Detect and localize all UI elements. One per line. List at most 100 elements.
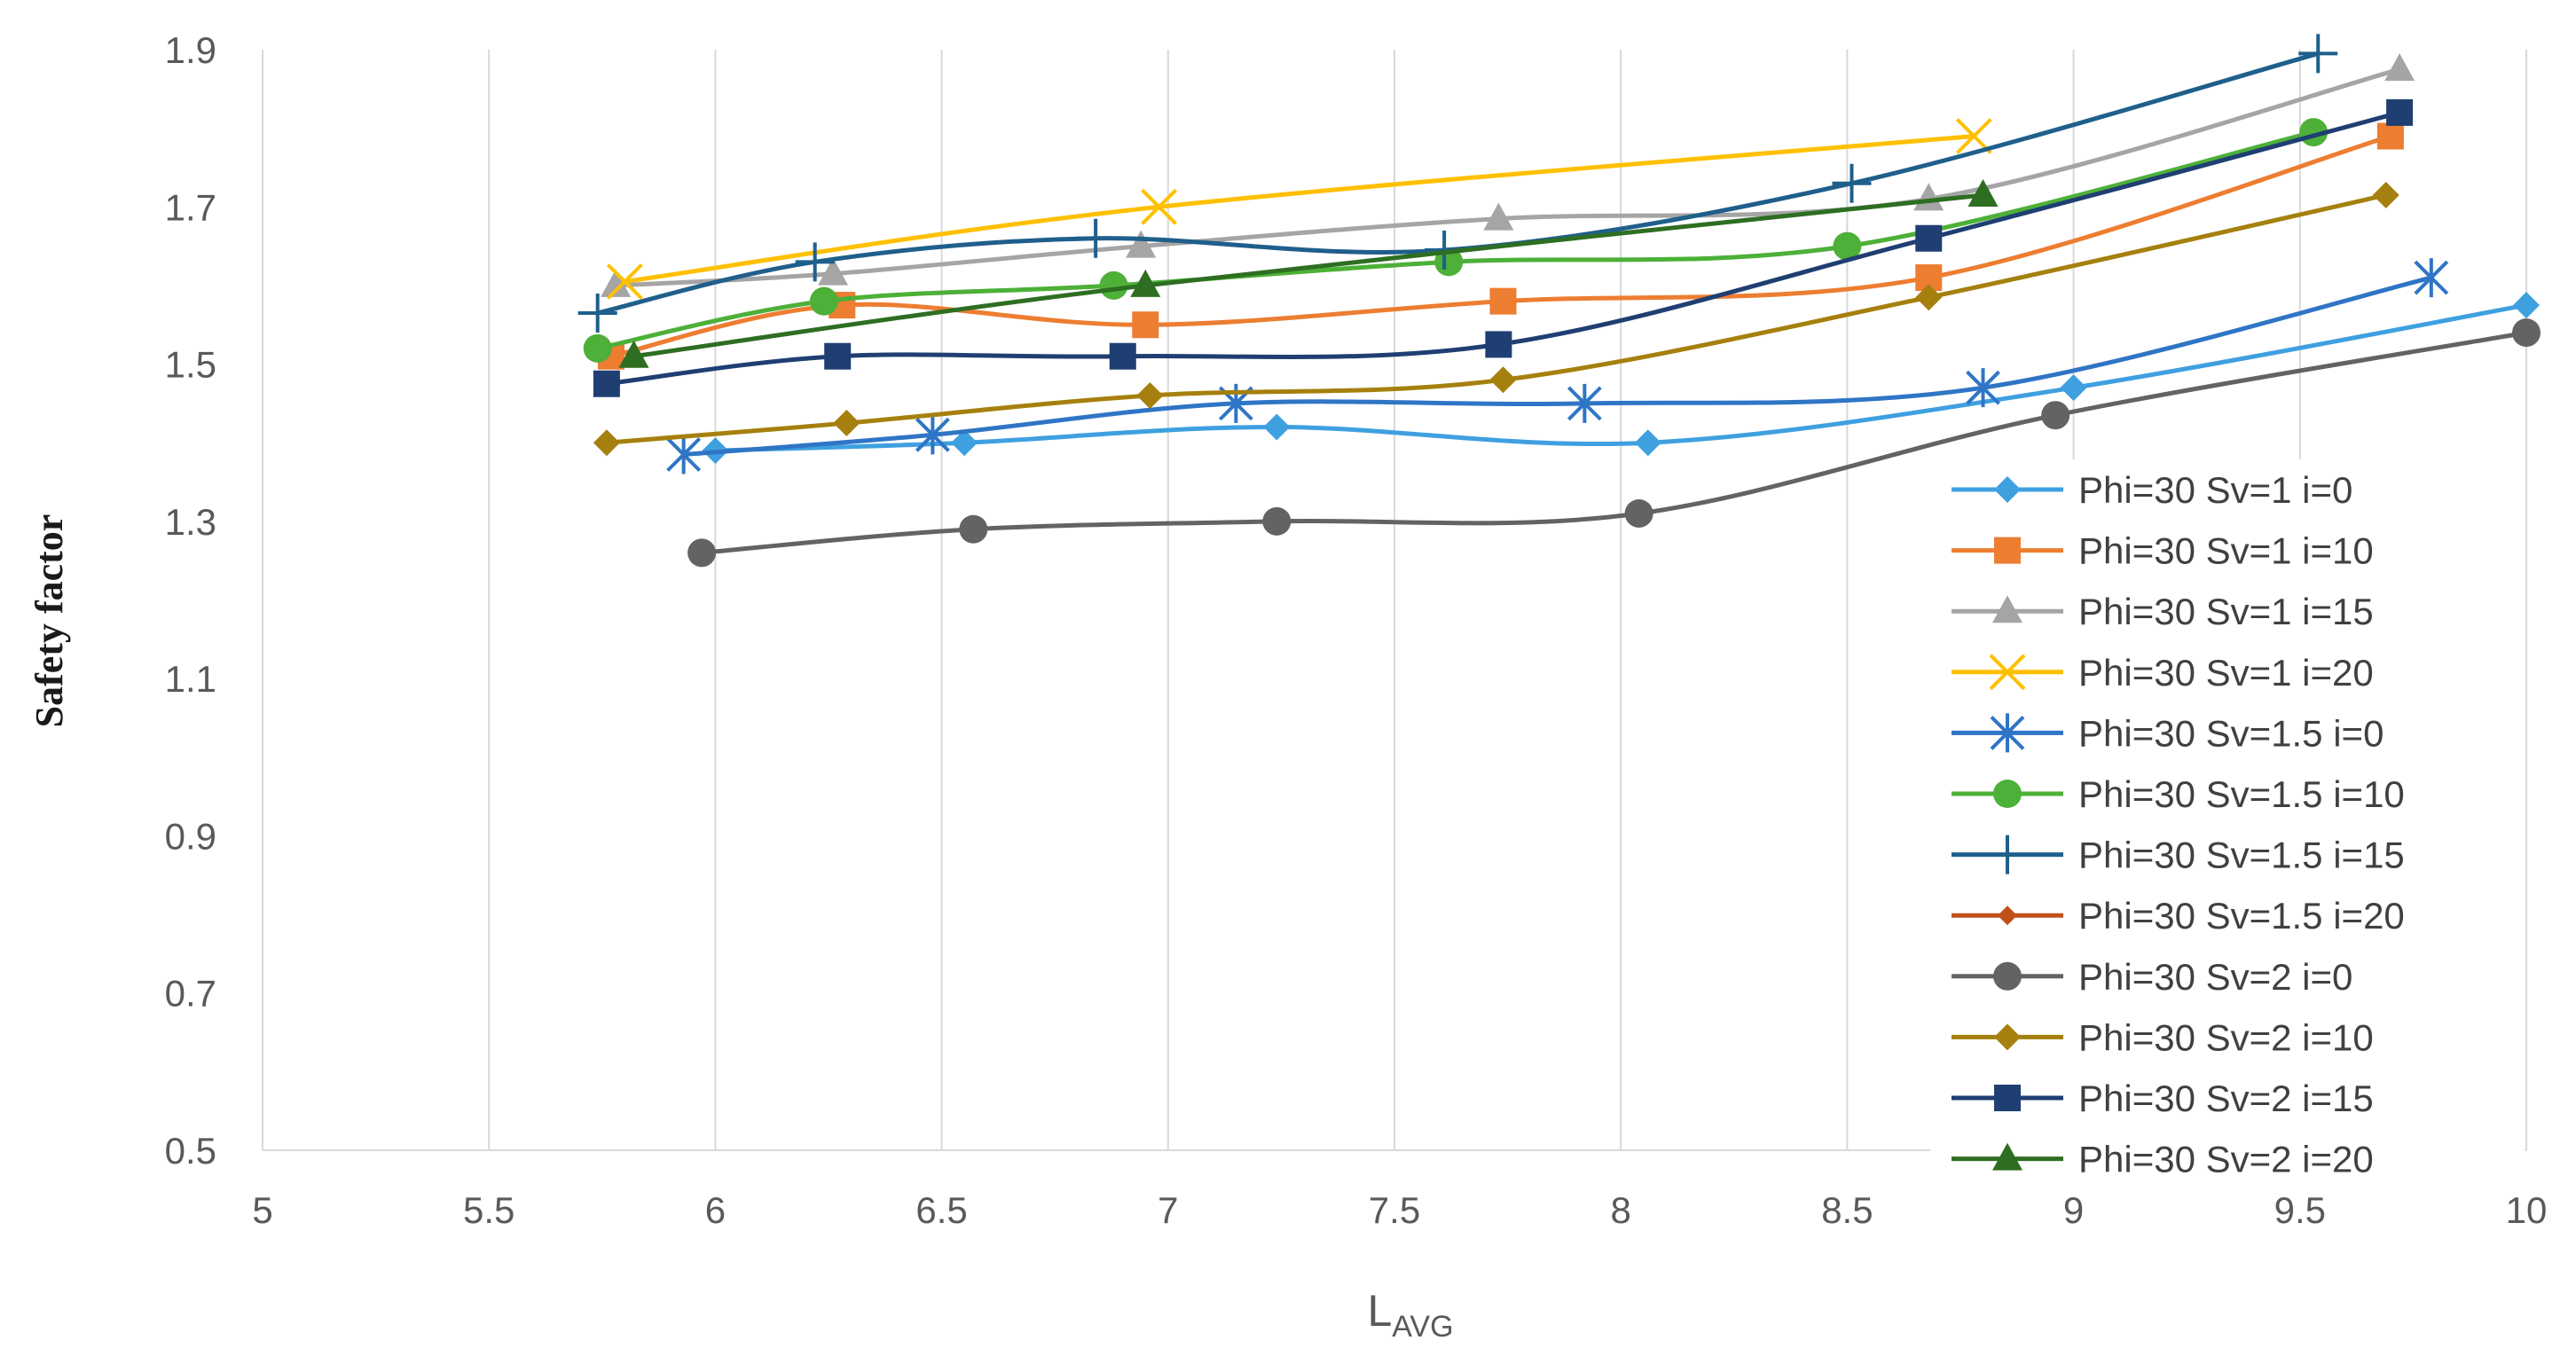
legend-item: Phi=30 Sv=2 i=10 — [1952, 1016, 2374, 1058]
data-point — [593, 429, 620, 457]
data-point — [2384, 53, 2415, 82]
series-10 — [593, 98, 2414, 397]
data-point — [666, 435, 702, 474]
x-tick-label: 8.5 — [1821, 1189, 1873, 1231]
x-tick-label: 5 — [252, 1189, 272, 1231]
legend-item: Phi=30 Sv=1 i=20 — [1952, 652, 2374, 694]
data-point — [1109, 342, 1136, 370]
legend-label: Phi=30 Sv=1.5 i=10 — [2078, 773, 2405, 815]
series-3 — [606, 118, 1992, 300]
data-point — [2512, 318, 2541, 348]
legend-label: Phi=30 Sv=1 i=15 — [2078, 591, 2374, 632]
y-axis-ticks: 0.5 0.7 0.9 1.1 1.3 1.5 1.7 1.9 — [165, 29, 216, 1172]
data-point — [1634, 429, 1661, 457]
legend-swatch-marker — [1994, 476, 2021, 503]
y-tick-label: 0.9 — [165, 815, 216, 857]
x-tick-label: 10 — [2506, 1189, 2548, 1231]
data-point — [2386, 98, 2414, 126]
data-point — [818, 257, 849, 286]
data-point — [1263, 413, 1291, 441]
legend-swatch-marker — [1994, 1023, 2021, 1051]
data-point — [601, 269, 632, 297]
data-point — [2414, 258, 2449, 298]
legend-label: Phi=30 Sv=2 i=20 — [2078, 1139, 2374, 1180]
series-0 — [702, 292, 2540, 465]
legend-label: Phi=30 Sv=2 i=15 — [2078, 1078, 2374, 1119]
legend-swatch-marker — [1993, 961, 2022, 991]
data-point — [1136, 382, 1164, 410]
legend-label: Phi=30 Sv=1 i=20 — [2078, 652, 2374, 694]
series-line — [622, 134, 1976, 284]
legend-item: Phi=30 Sv=1.5 i=15 — [1952, 835, 2405, 876]
legend-swatch-marker — [1990, 713, 2025, 753]
data-point — [1567, 383, 1602, 423]
y-tick-label: 1.9 — [165, 29, 216, 71]
legend-item: Phi=30 Sv=1 i=15 — [1952, 591, 2374, 632]
data-point — [1485, 331, 1512, 358]
data-point — [1262, 506, 1292, 536]
data-point — [1099, 270, 1128, 300]
data-point — [1489, 287, 1517, 315]
series-11 — [618, 178, 1999, 368]
legend-label: Phi=30 Sv=1 i=0 — [2078, 469, 2352, 511]
y-tick-label: 1.7 — [165, 186, 216, 228]
data-point — [2298, 34, 2338, 74]
x-tick-label: 5.5 — [463, 1189, 514, 1231]
x-axis-label-main: L — [1367, 1286, 1392, 1336]
legend-background — [1930, 459, 2525, 1188]
data-point — [2372, 181, 2399, 208]
data-point — [1967, 178, 1999, 207]
x-axis-label-subscript: AVG — [1392, 1310, 1453, 1344]
data-point — [577, 293, 617, 333]
data-point — [795, 242, 835, 282]
legend-label: Phi=30 Sv=1 i=10 — [2078, 530, 2374, 572]
legend-item: Phi=30 Sv=2 i=15 — [1952, 1078, 2374, 1119]
legend-label: Phi=30 Sv=1.5 i=15 — [2078, 835, 2405, 876]
data-point — [915, 415, 950, 455]
series-9 — [593, 181, 2399, 457]
legend-label: Phi=30 Sv=2 i=10 — [2078, 1016, 2374, 1058]
legend-item: Phi=30 Sv=2 i=20 — [1952, 1139, 2374, 1180]
legend-item: Phi=30 Sv=1 i=0 — [1952, 469, 2352, 511]
data-point — [687, 538, 717, 568]
data-point — [1915, 224, 1943, 252]
x-tick-label: 9 — [2063, 1189, 2084, 1231]
data-point — [1832, 163, 1872, 203]
data-point — [1624, 498, 1653, 528]
data-point — [833, 410, 860, 437]
legend-swatch-marker — [1993, 780, 2022, 808]
data-point — [1076, 218, 1116, 258]
series-line — [632, 192, 1986, 359]
legend-swatch-marker — [1992, 1142, 2022, 1171]
data-point — [1126, 230, 1157, 258]
x-tick-label: 9.5 — [2274, 1189, 2326, 1231]
y-tick-label: 1.5 — [165, 344, 216, 386]
series-line — [681, 275, 2434, 458]
data-point — [1483, 202, 1514, 231]
data-point — [593, 370, 620, 397]
data-point — [959, 514, 988, 544]
x-tick-label: 7.5 — [1369, 1189, 1420, 1231]
x-tick-label: 8 — [1611, 1189, 1631, 1231]
legend-item: Phi=30 Sv=1.5 i=0 — [1952, 712, 2384, 754]
y-tick-label: 1.1 — [165, 658, 216, 700]
legend-label: Phi=30 Sv=1.5 i=0 — [2078, 712, 2384, 754]
legend-swatch-marker — [1994, 1085, 2021, 1111]
data-point — [2041, 401, 2070, 430]
legend-label: Phi=30 Sv=2 i=0 — [2078, 956, 2352, 998]
series-4 — [666, 258, 2449, 474]
legend-item: Phi=30 Sv=1 i=10 — [1952, 530, 2374, 572]
legend-label: Phi=30 Sv=1.5 i=20 — [2078, 895, 2405, 937]
legend-item: Phi=30 Sv=1.5 i=10 — [1952, 773, 2405, 815]
data-point — [583, 333, 612, 363]
legend-swatch-marker — [1992, 595, 2022, 623]
data-point — [1966, 368, 2000, 408]
legend-swatch-marker — [1988, 835, 2027, 874]
y-tick-label: 0.5 — [165, 1130, 216, 1172]
data-point — [2513, 292, 2540, 319]
x-tick-label: 6 — [705, 1189, 726, 1231]
legend: Phi=30 Sv=1 i=0 Phi=30 Sv=1 i=10 Phi=30 Sv… — [1952, 469, 2405, 1180]
legend-item: Phi=30 Sv=2 i=0 — [1952, 956, 2352, 998]
legend-swatch-marker — [1994, 537, 2021, 564]
